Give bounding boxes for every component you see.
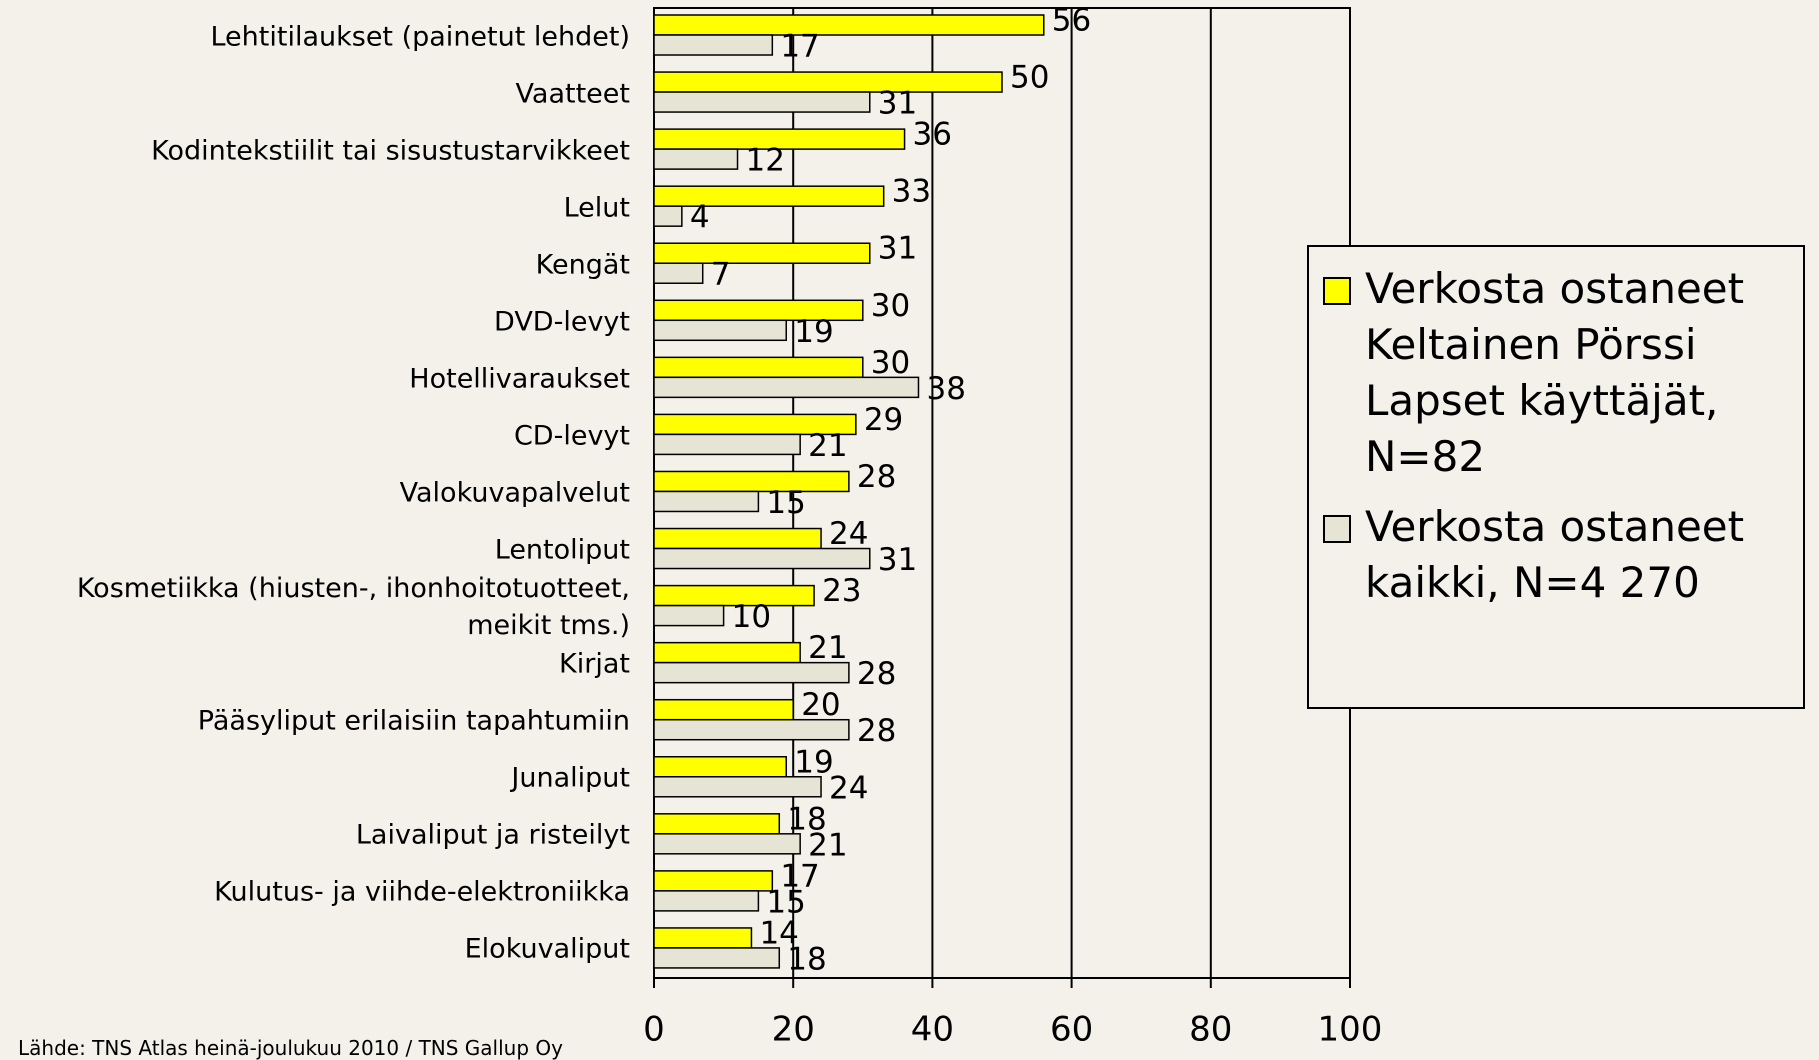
bar [653, 756, 787, 778]
value-label: 24 [829, 770, 868, 806]
value-label: 30 [871, 345, 910, 381]
category-label: Lehtitilaukset (painetut lehdet) [210, 21, 630, 53]
bar [653, 34, 774, 56]
bar [653, 718, 850, 741]
value-label: 14 [759, 915, 798, 951]
bar [653, 927, 753, 949]
bar [653, 470, 850, 493]
bar [653, 641, 801, 664]
bar [653, 71, 1003, 93]
value-label: 19 [794, 314, 833, 350]
bar [653, 870, 774, 892]
bar [653, 661, 850, 684]
bar [653, 813, 781, 835]
value-label: 31 [878, 86, 917, 122]
bar [653, 527, 822, 550]
category-label: CD-levyt [513, 420, 630, 452]
bar [653, 890, 760, 912]
legend: Verkosta ostaneet Keltainen Pörssi Lapse… [1307, 245, 1805, 709]
value-label: 56 [1052, 3, 1091, 39]
category-label: Hotellivaraukset [409, 363, 630, 395]
legend-swatch [1323, 277, 1351, 305]
value-label: 17 [780, 29, 819, 65]
value-label: 21 [808, 827, 847, 863]
category-label: DVD-levyt [494, 306, 630, 338]
value-label: 10 [732, 599, 771, 635]
value-label: 18 [787, 941, 826, 977]
category-label: Kodintekstiilit tai sisustustarvikkeet [151, 135, 630, 167]
value-label: 21 [808, 428, 847, 464]
value-label: 12 [746, 143, 785, 179]
bar [653, 547, 871, 570]
bar [653, 14, 1045, 36]
bar [653, 947, 781, 969]
value-label: 36 [913, 117, 952, 153]
legend-label: Verkosta ostaneet kaikki, N=4 270 [1365, 502, 1745, 607]
bar [653, 148, 739, 170]
value-label: 30 [871, 288, 910, 324]
bar [653, 319, 787, 342]
value-label: 38 [926, 371, 965, 407]
value-label: 28 [857, 713, 896, 749]
category-label: Lentoliput [494, 534, 630, 566]
bar [653, 604, 725, 627]
value-label: 29 [864, 402, 903, 438]
source: Lähde: TNS Atlas heinä-joulukuu 2010 / T… [18, 1036, 563, 1060]
bar [653, 584, 815, 607]
bar [653, 433, 801, 456]
bar [653, 376, 920, 399]
x-tick-label: 60 [1050, 1010, 1093, 1050]
value-label: 28 [857, 459, 896, 495]
value-label: 33 [892, 174, 931, 210]
bar [653, 242, 871, 264]
category-label: Lelut [563, 192, 630, 224]
x-tick-label: 100 [1318, 1010, 1383, 1050]
bar [653, 185, 885, 207]
bar [653, 356, 864, 379]
legend-swatch [1323, 515, 1351, 543]
category-label: Kosmetiikka (hiusten-, ihonhoitotuotteet… [76, 573, 630, 642]
bar [653, 205, 683, 227]
bar [653, 490, 760, 513]
value-label: 23 [822, 573, 861, 609]
legend-item: Verkosta ostaneet kaikki, N=4 270 [1323, 499, 1803, 611]
value-label: 50 [1010, 60, 1049, 96]
category-label: Valokuvapalvelut [399, 477, 630, 509]
bar [653, 128, 906, 150]
value-label: 4 [690, 200, 710, 236]
x-tick-label: 40 [911, 1010, 954, 1050]
value-label: 15 [766, 884, 805, 920]
value-label: 28 [857, 656, 896, 692]
bar [653, 262, 704, 284]
bar [653, 833, 801, 855]
category-label: Kulutus- ja viihde-elektroniikka [214, 876, 630, 908]
category-label: Kengät [535, 249, 630, 281]
category-label: Kirjat [559, 648, 630, 680]
x-tick-label: 0 [643, 1010, 665, 1050]
legend-item: Verkosta ostaneet Keltainen Pörssi Lapse… [1323, 261, 1803, 485]
category-label: Laivaliput ja risteilyt [355, 819, 630, 851]
bar [653, 776, 822, 798]
value-label: 21 [808, 630, 847, 666]
category-label: Junaliput [511, 762, 630, 794]
value-label: 31 [878, 231, 917, 267]
value-label: 7 [711, 257, 731, 293]
value-label: 24 [829, 516, 868, 552]
legend-label: Verkosta ostaneet Keltainen Pörssi Lapse… [1365, 264, 1745, 481]
x-tick-label: 80 [1189, 1010, 1232, 1050]
value-label: 31 [878, 542, 917, 578]
bar [653, 91, 871, 113]
x-tick-label: 20 [772, 1010, 815, 1050]
value-label: 17 [780, 858, 819, 894]
category-label: Pääsyliput erilaisiin tapahtumiin [197, 705, 630, 737]
category-label: Vaatteet [515, 78, 630, 110]
value-label: 20 [801, 687, 840, 723]
value-label: 15 [766, 485, 805, 521]
value-label: 19 [794, 744, 833, 780]
value-label: 18 [787, 801, 826, 837]
category-label: Elokuvaliput [464, 933, 630, 965]
bar [653, 698, 794, 721]
